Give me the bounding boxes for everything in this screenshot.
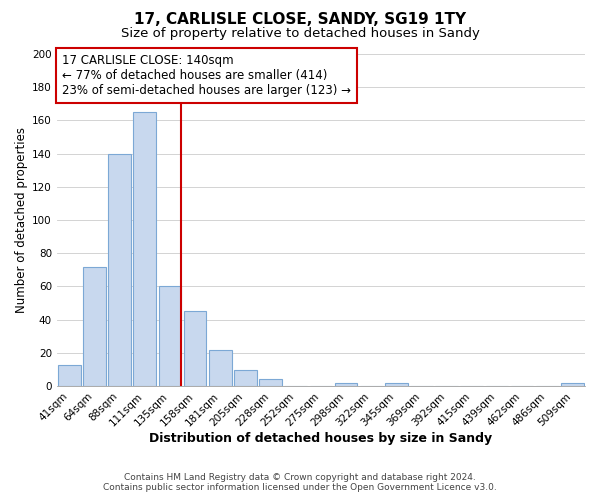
Text: 17 CARLISLE CLOSE: 140sqm
← 77% of detached houses are smaller (414)
23% of semi: 17 CARLISLE CLOSE: 140sqm ← 77% of detac… [62,54,351,97]
Text: Contains HM Land Registry data © Crown copyright and database right 2024.
Contai: Contains HM Land Registry data © Crown c… [103,473,497,492]
Bar [561,383,584,386]
Bar [234,370,257,386]
X-axis label: Distribution of detached houses by size in Sandy: Distribution of detached houses by size … [149,432,493,445]
Y-axis label: Number of detached properties: Number of detached properties [15,127,28,313]
Text: 17, CARLISLE CLOSE, SANDY, SG19 1TY: 17, CARLISLE CLOSE, SANDY, SG19 1TY [134,12,466,28]
Bar [184,312,206,386]
Text: Size of property relative to detached houses in Sandy: Size of property relative to detached ho… [121,28,479,40]
Bar [58,364,80,386]
Bar [133,112,156,386]
Bar [109,154,131,386]
Bar [335,383,358,386]
Bar [209,350,232,386]
Bar [158,286,181,386]
Bar [259,380,282,386]
Bar [83,266,106,386]
Bar [385,383,407,386]
